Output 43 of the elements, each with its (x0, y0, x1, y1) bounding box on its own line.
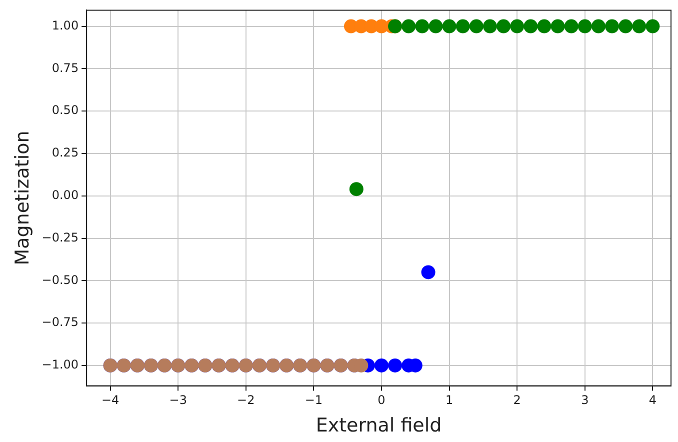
point (510, 19, 524, 34)
y-tick-label: −0.75 (42, 315, 79, 330)
y-tick-label: −0.25 (42, 230, 79, 244)
point (349, 182, 364, 196)
y-tick-label: 0.00 (52, 188, 79, 202)
x-tick-label: 2 (513, 393, 521, 408)
point (524, 19, 538, 34)
point (605, 19, 620, 34)
y-tick-label: −0.50 (42, 272, 79, 287)
point (482, 19, 497, 34)
point (537, 19, 552, 34)
x-tick-label: −1 (304, 393, 323, 408)
point (428, 19, 443, 34)
point (442, 19, 456, 34)
x-tick-label: 0 (378, 393, 386, 408)
x-tick-label: −4 (101, 393, 120, 408)
point (632, 19, 646, 34)
x-tick-label: 4 (648, 393, 657, 408)
y-tick-label: 0.75 (52, 60, 79, 75)
y-axis-title: Magnetization (11, 130, 34, 266)
point (496, 19, 511, 34)
point (591, 19, 606, 34)
point (578, 19, 592, 34)
point (646, 19, 660, 34)
point (469, 19, 484, 34)
y-tick-label: 0.50 (52, 103, 79, 118)
point (550, 19, 565, 34)
y-tick-label: 0.25 (52, 146, 79, 160)
x-axis-title: External field (316, 414, 442, 437)
x-tick-label: −3 (169, 393, 187, 408)
x-tick-label: 1 (445, 393, 454, 408)
y-tick-label: −1.00 (42, 358, 79, 372)
point (415, 19, 430, 34)
x-tick-label: 3 (581, 393, 589, 408)
x-tick-label: −2 (237, 393, 255, 408)
point (374, 358, 388, 372)
point (564, 19, 578, 34)
point (402, 19, 416, 34)
point (456, 19, 470, 34)
point (388, 358, 402, 372)
point (618, 19, 633, 34)
y-tick-label: 1.00 (52, 18, 79, 32)
point (421, 265, 436, 280)
